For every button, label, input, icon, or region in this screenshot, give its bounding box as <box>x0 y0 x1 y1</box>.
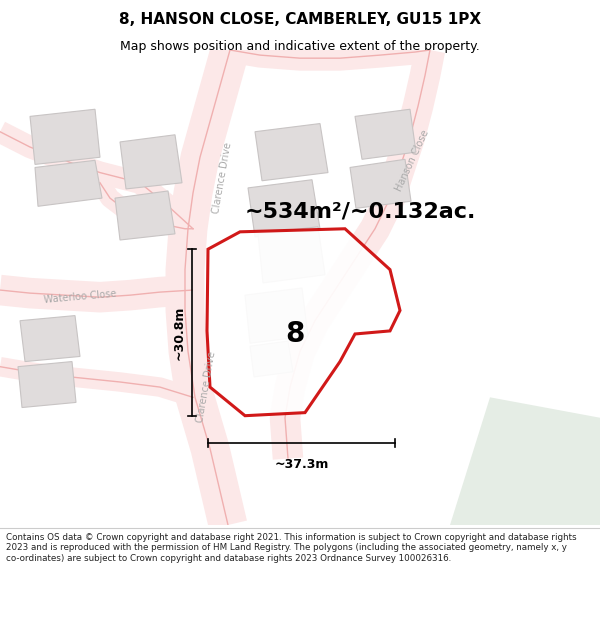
Polygon shape <box>450 398 600 525</box>
Text: Waterloo Close: Waterloo Close <box>43 289 117 306</box>
Text: Clarence Drive: Clarence Drive <box>211 141 233 214</box>
Text: 8, HANSON CLOSE, CAMBERLEY, GU15 1PX: 8, HANSON CLOSE, CAMBERLEY, GU15 1PX <box>119 12 481 28</box>
Text: ~30.8m: ~30.8m <box>173 305 186 359</box>
Polygon shape <box>35 161 102 206</box>
Text: 8: 8 <box>286 320 305 348</box>
Text: ~534m²/~0.132ac.: ~534m²/~0.132ac. <box>245 201 476 221</box>
Polygon shape <box>120 135 182 189</box>
Polygon shape <box>207 229 400 416</box>
Text: Hanson Close: Hanson Close <box>394 128 431 192</box>
Polygon shape <box>258 227 325 283</box>
Polygon shape <box>355 109 416 159</box>
Polygon shape <box>255 124 328 181</box>
Polygon shape <box>350 159 411 208</box>
Text: Map shows position and indicative extent of the property.: Map shows position and indicative extent… <box>120 40 480 53</box>
Polygon shape <box>250 341 293 377</box>
Polygon shape <box>248 180 320 237</box>
Text: ~37.3m: ~37.3m <box>274 458 329 471</box>
Polygon shape <box>30 109 100 164</box>
Polygon shape <box>18 361 76 408</box>
Text: Clarence Drive: Clarence Drive <box>195 351 217 424</box>
Text: Contains OS data © Crown copyright and database right 2021. This information is : Contains OS data © Crown copyright and d… <box>6 533 577 562</box>
Polygon shape <box>115 191 175 240</box>
Polygon shape <box>245 288 308 343</box>
Polygon shape <box>20 316 80 361</box>
